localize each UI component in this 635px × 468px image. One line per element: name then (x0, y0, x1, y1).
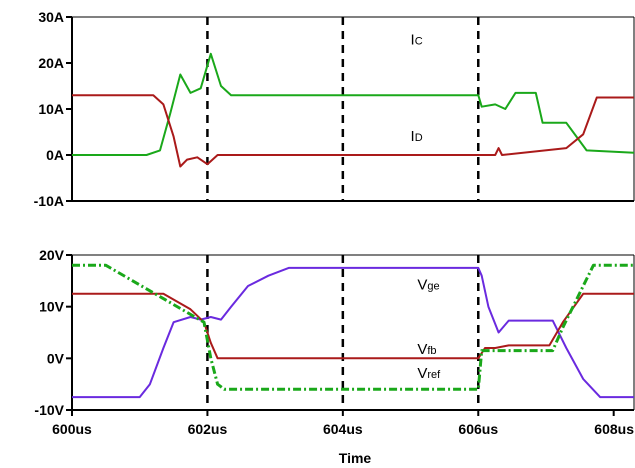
y-tick-label: -10V (34, 402, 64, 418)
y-tick-label: 20A (38, 55, 64, 71)
current-panel: 30A 20A 10A 0A -10A IC ID (34, 9, 635, 209)
y-tick-label: 10V (39, 299, 65, 315)
x-tick-label: 602us (188, 421, 228, 437)
y-tick-label: 0V (47, 350, 65, 366)
series-line-vref (72, 263, 634, 391)
series-line-vge (72, 266, 634, 399)
x-axis-title: Time (339, 450, 372, 466)
series-label-vfb: Vfb (417, 341, 436, 358)
voltage-panel: 20V 10V 0V -10V Vge Vfb Vref (34, 247, 635, 418)
y-tick-label: 0A (46, 147, 64, 163)
series-label-vge: Vge (417, 277, 439, 294)
x-tick-label: 600us (52, 421, 92, 437)
x-axis: 600us 602us 604us 606us 608us (52, 410, 634, 437)
series-label-id: ID (411, 128, 423, 145)
y-tick-label: 30A (38, 9, 64, 25)
x-tick-label: 606us (458, 421, 498, 437)
series-line-id (72, 94, 634, 168)
y-tick-label: -10A (34, 193, 64, 209)
x-tick-label: 604us (323, 421, 363, 437)
series-label-vref: Vref (417, 365, 441, 382)
series-label-ic: IC (411, 32, 423, 49)
x-tick-label: 608us (594, 421, 634, 437)
series-line-vfb (72, 292, 634, 360)
y-tick-label: 10A (38, 101, 64, 117)
series-line-ic (72, 52, 635, 156)
y-tick-label: 20V (39, 247, 65, 263)
